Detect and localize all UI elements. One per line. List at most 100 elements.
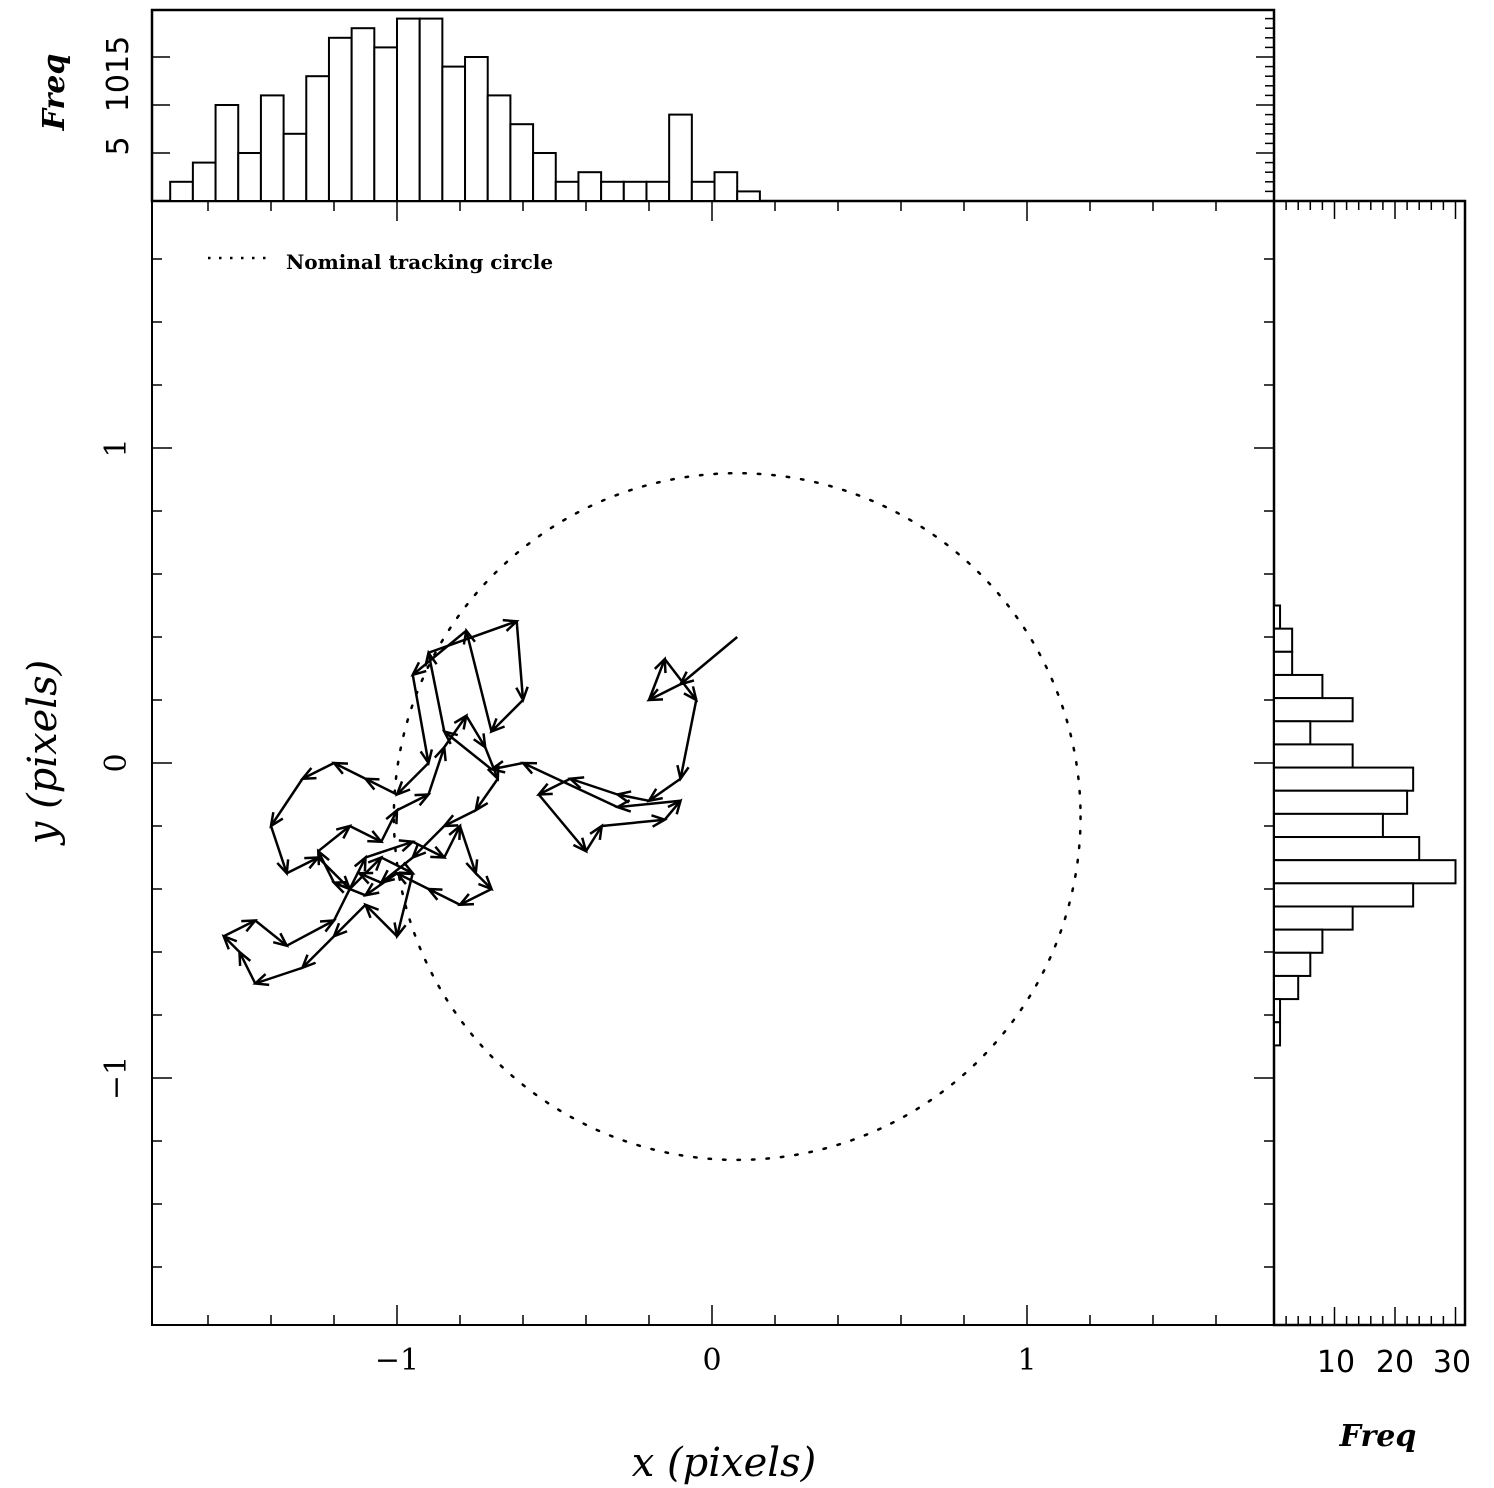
top-histogram-bar [327, 36, 353, 202]
track-arrow-shaft [465, 630, 493, 732]
track-arrow [457, 887, 493, 907]
top-histogram-bar [713, 171, 739, 202]
track-arrow-shaft [411, 825, 446, 859]
track-arrow [363, 902, 398, 938]
top-histogram-bar [373, 46, 399, 203]
y-tick-label: 1 [99, 438, 134, 457]
right-histogram-bar [1273, 697, 1354, 723]
track-arrow-shaft [443, 715, 468, 748]
track-arrow-shaft [522, 761, 619, 809]
track-arrow-shaft [427, 746, 446, 795]
track-arrow [601, 814, 668, 828]
track-arrow-shaft [584, 825, 603, 852]
top-histogram-title: Freq [37, 54, 72, 132]
track-arrow-shaft [380, 856, 414, 875]
track-arrow [254, 919, 290, 948]
track-arrow-shaft [538, 777, 571, 796]
track-arrow-shaft [427, 887, 461, 906]
track-arrow-shaft [254, 919, 288, 947]
track-arrow [443, 823, 462, 859]
y-tick-label: −1 [99, 1056, 134, 1100]
track-arrow-shaft [515, 621, 525, 701]
track-arrow-shaft [238, 951, 257, 985]
track-arrow [536, 777, 571, 796]
right-histogram-bar [1273, 859, 1457, 885]
track-arrow [300, 935, 335, 970]
top-histogram-tick-label-1015: 1015 [101, 36, 136, 112]
track-arrow [411, 674, 434, 767]
track-arrow [238, 949, 257, 985]
track-arrow-shaft [222, 935, 241, 953]
track-arrow-shaft [358, 872, 382, 884]
main-axis-tick-labels: −1 0 1 −1 0 1 [99, 438, 1037, 1378]
top-histogram-bar [736, 190, 761, 202]
track-arrow-shaft [601, 818, 665, 828]
track-arrow-shaft [254, 966, 303, 985]
track-arrow-shaft [333, 903, 367, 938]
track-arrow-shaft [396, 762, 430, 796]
right-histogram-ticks [1285, 201, 1457, 1325]
right-histogram-bar [1273, 1021, 1282, 1047]
track-arrow [458, 825, 479, 877]
track-arrow-shaft [301, 761, 335, 780]
track-arrow-shaft [537, 793, 587, 853]
track-arrow [484, 746, 500, 782]
track-arrow [362, 777, 398, 796]
track-arrow [221, 934, 241, 953]
track-arrows [221, 618, 739, 987]
track-arrow [428, 618, 520, 654]
track-arrow [663, 658, 699, 703]
track-arrow-shaft [679, 699, 698, 779]
right-histogram-bar [1273, 974, 1300, 1001]
right-histogram-bar [1273, 998, 1282, 1024]
right-histogram-bar [1273, 650, 1294, 676]
track-arrow-head [241, 919, 258, 933]
top-histogram-bar [214, 104, 240, 202]
track-arrow-shaft [380, 809, 399, 843]
tracking-circle [392, 471, 1082, 1162]
top-histogram-bar [600, 180, 625, 203]
track-arrow [488, 760, 524, 774]
x-axis-title: x (pixels) [632, 1440, 816, 1486]
track-arrow-shaft [663, 799, 682, 821]
right-histogram-bar [1273, 789, 1409, 815]
track-arrow-shaft [364, 777, 398, 796]
top-histogram-bar [237, 152, 262, 202]
top-histogram-bar [169, 180, 194, 203]
track-arrow-shaft [395, 872, 414, 937]
track-arrow-shaft [617, 799, 681, 809]
track-arrow-shaft [617, 793, 650, 803]
track-arrow [425, 887, 461, 906]
track-arrow-shaft [286, 856, 319, 875]
top-histogram-bar [668, 113, 693, 202]
right-histogram-bar [1273, 743, 1354, 769]
track-arrow [396, 793, 432, 812]
track-arrow [473, 778, 499, 813]
top-histogram-tick-label-5: 5 [101, 136, 136, 155]
right-histogram-bar [1273, 627, 1294, 653]
right-histogram-bar [1273, 766, 1415, 792]
top-histogram-bar [305, 75, 330, 202]
track-arrow-shaft [396, 793, 430, 812]
right-histogram-tick-label-30: 30 [1433, 1345, 1471, 1380]
track-arrow [567, 776, 618, 796]
track-arrow [269, 825, 290, 877]
track-arrow [410, 629, 468, 677]
track-arrow [474, 872, 494, 892]
right-histogram-bar [1273, 951, 1312, 977]
track-arrow [365, 839, 416, 859]
track-arrow-shaft [443, 809, 477, 828]
track-arrow-shaft [647, 658, 666, 701]
track-arrow [316, 848, 336, 884]
right-histogram-bar [1273, 812, 1384, 839]
track-arrow-shaft [443, 825, 462, 859]
top-histogram-bar [577, 171, 603, 202]
top-histogram-bar [259, 94, 285, 202]
track-arrow-shaft [269, 825, 288, 874]
top-histogram-bar [441, 65, 467, 202]
track-arrow-shaft [648, 683, 682, 702]
track-arrow-shaft [317, 850, 336, 884]
track-arrow-shaft [458, 825, 477, 874]
track-arrow-shaft [333, 761, 367, 780]
